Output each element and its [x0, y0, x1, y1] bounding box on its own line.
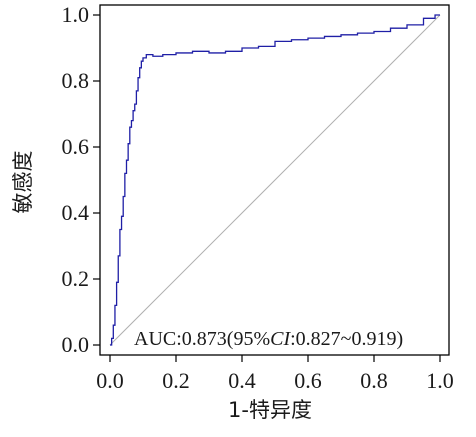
- auc-annotation-suffix: :0.827~0.919): [290, 328, 403, 350]
- tick-label-layer: 0.0 0.2 0.4 0.6 0.8 1.0 0.0 0.2 0.4 0.6 0.8 1.0: [62, 2, 454, 393]
- auc-annotation: AUC:0.873(95%CI:0.827~0.919): [134, 328, 403, 350]
- x-tick-label: 1.0: [426, 368, 454, 393]
- y-tick-label: 0.2: [62, 266, 90, 291]
- plot-frame: [99, 4, 450, 356]
- diagonal-reference-line: [109, 14, 441, 346]
- y-axis-title: 敏感度: [11, 151, 35, 214]
- tick-layer: [93, 14, 441, 362]
- auc-annotation-prefix: AUC:0.873(95%: [134, 328, 270, 350]
- roc-curve: [110, 14, 440, 346]
- x-tick-label: 0.2: [162, 368, 190, 393]
- x-tick-label: 0.6: [294, 368, 322, 393]
- y-tick-label: 0.4: [62, 200, 90, 225]
- x-tick-label: 0.8: [360, 368, 388, 393]
- x-tick-label: 0.4: [228, 368, 256, 393]
- y-tick-label: 1.0: [62, 2, 90, 27]
- y-tick-label: 0.0: [62, 332, 90, 357]
- auc-annotation-ci: CI: [270, 328, 291, 350]
- x-axis-title: 1-特异度: [228, 398, 312, 422]
- y-tick-label: 0.6: [62, 134, 90, 159]
- y-tick-label: 0.8: [62, 68, 90, 93]
- x-tick-label: 0.0: [96, 368, 124, 393]
